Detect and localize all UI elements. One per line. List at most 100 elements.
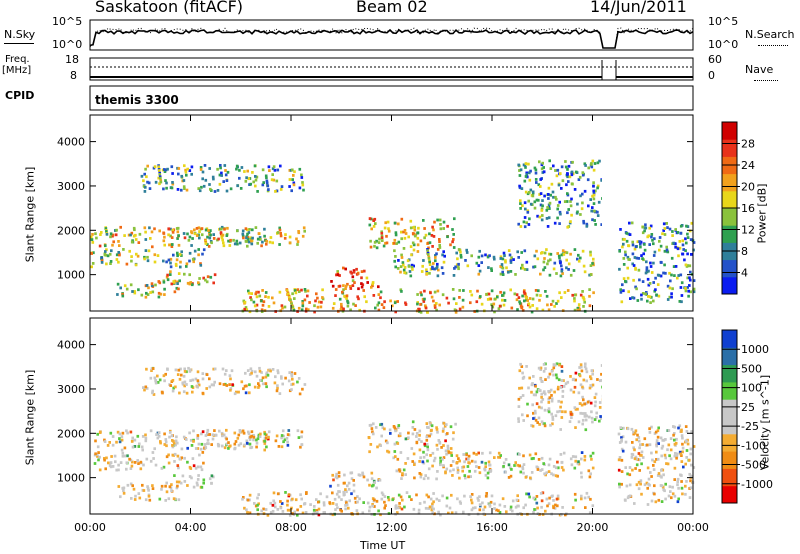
scatter-cell: [137, 462, 140, 465]
scatter-cell: [109, 461, 113, 464]
scatter-cell: [404, 462, 407, 465]
scatter-cell: [671, 287, 674, 291]
scatter-cell: [188, 465, 192, 469]
scatter-cell: [684, 492, 687, 496]
scatter-cell: [592, 257, 595, 261]
scatter-cell: [686, 264, 690, 267]
scatter-cell: [351, 275, 355, 279]
scatter-cell: [261, 303, 265, 307]
scatter-cell: [584, 367, 588, 371]
scatter-cell: [288, 241, 292, 245]
scatter-cell: [214, 433, 217, 437]
scatter-cell: [144, 498, 148, 502]
scatter-cell: [678, 246, 682, 250]
colorbar-swatch: [722, 225, 737, 243]
scatter-cell: [648, 427, 651, 431]
scatter-cell: [299, 493, 302, 497]
scatter-cell: [668, 454, 671, 458]
scatter-cell: [249, 237, 253, 241]
scatter-cell: [688, 472, 691, 476]
scatter-cell: [678, 424, 682, 428]
scatter-cell: [516, 504, 519, 508]
scatter-cell: [556, 299, 560, 303]
scatter-cell: [467, 513, 471, 516]
scatter-cell: [451, 437, 455, 441]
scatter-cell: [478, 471, 482, 475]
scatter-cell: [345, 294, 349, 298]
scatter-cell: [250, 292, 253, 295]
scatter-cell: [668, 295, 672, 299]
scatter-cell: [552, 195, 555, 199]
scatter-cell: [585, 222, 589, 226]
scatter-cell: [634, 429, 638, 433]
scatter-cell: [558, 363, 561, 367]
scatter-cell: [539, 377, 542, 381]
scatter-cell: [580, 369, 584, 373]
scatter-cell: [539, 366, 543, 370]
scatter-cell: [317, 500, 320, 504]
scatter-cell: [461, 305, 465, 309]
scatter-cell: [692, 445, 696, 448]
scatter-cell: [569, 220, 572, 223]
scatter-cell: [254, 292, 258, 296]
scatter-cell: [172, 386, 175, 390]
scatter-cell: [548, 201, 552, 205]
scatter-cell: [515, 298, 519, 302]
scatter-cell: [644, 223, 647, 227]
scatter-cell: [201, 451, 205, 454]
scatter-cell: [557, 466, 560, 470]
scatter-cell: [154, 180, 158, 184]
scatter-cell: [134, 263, 138, 267]
scatter-cell: [475, 453, 478, 456]
scatter-cell: [638, 240, 641, 243]
scatter-cell: [254, 178, 258, 182]
scatter-cell: [156, 374, 159, 378]
scatter-cell: [315, 498, 318, 501]
scatter-cell: [478, 503, 482, 507]
scatter-cell: [164, 438, 168, 441]
scatter-cell: [618, 482, 621, 486]
scatter-cell: [509, 466, 512, 470]
scatter-cell: [115, 258, 119, 261]
scatter-cell: [144, 295, 148, 299]
scatter-cell: [570, 416, 573, 419]
scatter-cell: [469, 301, 472, 305]
scatter-cell: [94, 439, 97, 443]
scatter-cell: [255, 445, 258, 449]
scatter-cell: [338, 274, 341, 277]
scatter-cell: [690, 463, 693, 467]
scatter-cell: [335, 476, 339, 480]
scatter-cell: [566, 211, 569, 215]
scatter-cell: [296, 429, 300, 433]
scatter-cell: [509, 505, 513, 509]
scatter-cell: [493, 297, 497, 301]
x-tick-label: 00:00: [677, 521, 709, 534]
scatter-cell: [365, 276, 369, 280]
scatter-cell: [337, 495, 341, 499]
scatter-cell: [438, 218, 442, 222]
scatter-cell: [193, 232, 197, 236]
scatter-cell: [188, 273, 191, 277]
scatter-cell: [247, 289, 250, 293]
scatter-cell: [639, 242, 642, 246]
scatter-cell: [399, 270, 402, 274]
scatter-cell: [675, 437, 678, 441]
scatter-cell: [446, 447, 450, 451]
scatter-cell: [274, 439, 278, 443]
scatter-cell: [204, 434, 208, 437]
scatter-cell: [411, 232, 415, 235]
scatter-cell: [666, 284, 670, 288]
scatter-cell: [578, 308, 581, 311]
scatter-cell: [580, 403, 584, 407]
scatter-cell: [240, 380, 244, 384]
scatter-cell: [477, 499, 480, 502]
scatter-cell: [588, 386, 592, 390]
scatter-cell: [303, 288, 307, 291]
scatter-cell: [517, 163, 520, 167]
scatter-cell: [565, 251, 569, 255]
scatter-cell: [666, 448, 669, 452]
scatter-cell: [300, 288, 303, 292]
scatter-cell: [639, 443, 642, 447]
scatter-cell: [665, 462, 668, 465]
scatter-cell: [567, 262, 571, 266]
